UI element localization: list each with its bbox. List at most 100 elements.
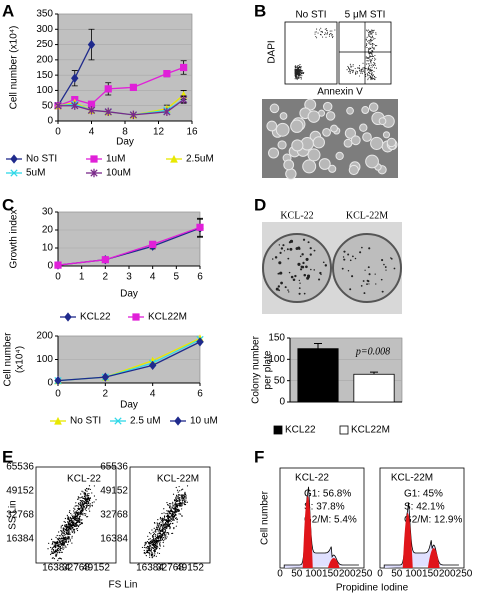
colony [279,251,282,254]
event-dot [62,529,64,531]
event-dot [159,542,161,544]
y-tick-label: 0 [279,397,285,408]
event-dot [370,41,372,43]
event-dot [59,548,61,550]
event-dot [297,68,299,70]
event-dot [179,497,181,499]
event-dot [148,543,150,545]
data-point [129,110,138,120]
histogram-outline [283,486,359,568]
cell [346,106,354,115]
event-dot [60,529,62,532]
y-tick-label: 100 [36,85,53,96]
event-dot [165,538,167,540]
event-dot [145,547,147,549]
event-dot [88,492,90,495]
event-dot [166,502,168,504]
legend-label: 10uM [106,168,131,179]
event-dot [370,56,372,58]
event-dot [81,504,83,506]
event-dot [59,546,61,548]
cell [322,101,333,112]
event-dot [76,524,79,526]
legend-marker [132,313,140,321]
event-dot [324,32,326,34]
event-dot [86,504,89,506]
event-dot [371,33,373,35]
event-dot [62,540,64,542]
event-dot [177,496,179,498]
colony [302,238,306,241]
event-dot [294,65,296,67]
colony [324,264,328,267]
event-dot [147,547,149,549]
event-dot [88,485,91,487]
event-dot [74,508,76,510]
event-dot [154,547,156,549]
event-dot [184,503,187,506]
event-dot [157,523,159,525]
event-dot [64,530,66,533]
event-dot [79,513,81,515]
event-dot [176,518,178,521]
event-dot [165,532,167,534]
y-tick-label: 200 [36,331,53,342]
event-dot [60,541,62,543]
event-dot [368,64,370,67]
event-dot [70,522,72,524]
colony [362,280,365,282]
histogram-title: KCL-22M [391,473,433,484]
event-dot [371,32,373,34]
event-dot [152,540,154,542]
event-dot [78,524,81,526]
event-dot [347,67,350,69]
event-dot [176,489,179,491]
event-dot [298,65,300,67]
event-dot [373,65,375,67]
colony [354,257,357,260]
event-dot [164,531,166,533]
event-dot [367,49,369,51]
event-dot [75,524,77,526]
colony [277,273,279,275]
event-dot [86,493,89,495]
event-dot [53,540,55,543]
colony [278,261,282,265]
event-dot [174,517,177,519]
flow-title: 5 μM STI [345,10,386,21]
event-dot [169,512,172,515]
event-dot [163,517,166,519]
event-dot [76,517,79,519]
event-dot [371,43,373,45]
event-dot [331,35,333,37]
event-dot [164,518,166,521]
event-dot [165,522,167,525]
colony [309,247,312,250]
series-line [57,341,201,382]
y-tick-label: 10 [42,243,54,254]
event-dot [176,505,179,508]
event-dot [74,511,76,513]
event-dot [160,521,162,523]
event-dot [77,526,80,528]
y-axis-label: Cell number (x10⁴) [9,26,20,110]
y-tick-label: 350 [36,9,53,20]
event-dot [157,552,159,554]
event-dot [71,522,73,524]
event-dot [153,550,155,552]
event-dot [95,499,97,501]
event-dot [167,517,169,519]
data-point [148,360,157,371]
event-dot [172,493,175,495]
event-dot [162,528,164,531]
event-dot [299,76,301,78]
event-dot [154,535,156,537]
event-dot [175,486,177,489]
event-dot [376,45,378,47]
event-dot [374,37,376,40]
event-dot [143,549,145,552]
event-dot [173,515,175,517]
event-dot [325,28,327,30]
event-dot [185,499,187,501]
event-dot [50,553,52,556]
